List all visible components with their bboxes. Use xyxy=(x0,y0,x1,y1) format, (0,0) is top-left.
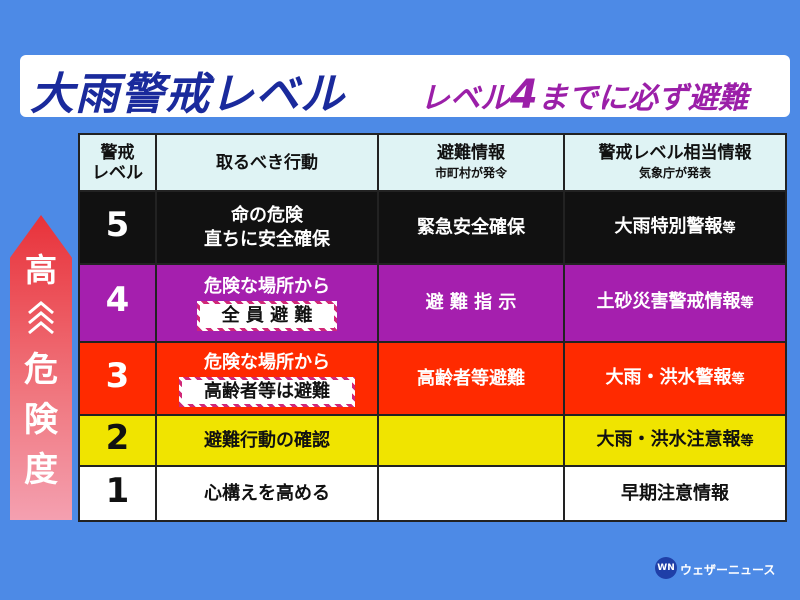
chevrons xyxy=(28,301,54,335)
weather-text: 土砂災害警戒情報 xyxy=(596,291,741,312)
logo: WN xyxy=(655,557,677,579)
subtitle-text: までに必ず避難 xyxy=(537,81,748,116)
level-row: 2 避難行動の確認 大雨・洪水注意報等 xyxy=(78,414,787,467)
side-char: 険 xyxy=(24,400,58,440)
level-row: 5 命の危険 直ちに安全確保 緊急安全確保 大雨特別警報等 xyxy=(78,190,787,265)
weather-suffix: 等 xyxy=(740,433,754,449)
level-cell: 5 xyxy=(78,190,157,265)
side-char: 危 xyxy=(24,350,58,390)
action-box-text: 高齢者等は避難 xyxy=(182,379,352,404)
weather-cell: 早期注意情報 xyxy=(563,465,787,522)
evacuation-cell xyxy=(377,465,565,522)
header-text: 警戒 xyxy=(100,142,135,163)
danger-indicator: 高 危険度 xyxy=(10,215,72,520)
level-cell: 3 xyxy=(78,341,157,416)
banner xyxy=(20,55,790,117)
header-row: 警戒 レベル 取るべき行動 避難情報市町村が発令 警戒レベル相当情報気象庁が発表 xyxy=(78,133,787,192)
action-box: 高齢者等は避難 xyxy=(179,376,355,407)
level-row: 4 危険な場所から全 員 避 難 避 難 指 示 土砂災害警戒情報等 xyxy=(78,263,787,343)
header-text: 避難情報 xyxy=(437,142,505,163)
header-cell: 避難情報市町村が発令 xyxy=(377,133,565,192)
action-text: 直ちに安全確保 xyxy=(204,228,330,250)
level-cell: 1 xyxy=(78,465,157,522)
evacuation-cell: 避 難 指 示 xyxy=(377,263,565,343)
action-text: 避難行動の確認 xyxy=(204,429,330,451)
weather-text: 大雨特別警報 xyxy=(614,215,723,237)
level-cell: 2 xyxy=(78,414,157,467)
weather-cell: 大雨・洪水警報等 xyxy=(563,341,787,416)
weather-text: 大雨・洪水注意報 xyxy=(596,428,741,450)
weather-suffix: 等 xyxy=(731,371,745,387)
level-number: 1 xyxy=(105,470,130,511)
level-number: 3 xyxy=(105,355,130,396)
header-text: 取るべき行動 xyxy=(216,152,318,173)
action-text: 命の危険 xyxy=(231,204,303,226)
action-cell: 避難行動の確認 xyxy=(155,414,379,467)
action-text: 危険な場所から xyxy=(204,276,330,297)
action-cell: 危険な場所から全 員 避 難 xyxy=(155,263,379,343)
evacuation-cell xyxy=(377,414,565,467)
level-number: 2 xyxy=(105,417,130,458)
level-number: 4 xyxy=(105,280,130,320)
brand: ウェザーニュース xyxy=(680,563,776,577)
evacuation-text: 高齢者等避難 xyxy=(417,367,525,389)
side-label: 危険度 xyxy=(10,345,72,495)
header-cell: 警戒 レベル xyxy=(78,133,157,192)
level-number: 5 xyxy=(105,204,130,245)
header-note: 気象庁が発表 xyxy=(638,165,711,180)
evacuation-cell: 緊急安全確保 xyxy=(377,190,565,265)
subtitle-number: 4 xyxy=(510,72,538,118)
level-cell: 4 xyxy=(78,263,157,343)
action-cell: 命の危険 直ちに安全確保 xyxy=(155,190,379,265)
weather-text: 早期注意情報 xyxy=(621,482,729,504)
action-cell: 心構えを高める xyxy=(155,465,379,522)
action-box: 全 員 避 難 xyxy=(196,301,338,331)
header-cell: 警戒レベル相当情報気象庁が発表 xyxy=(563,133,787,192)
level-row: 3 危険な場所から 高齢者等は避難 高齢者等避難 大雨・洪水警報等 xyxy=(78,341,787,416)
header-text: 警戒レベル相当情報 xyxy=(598,142,752,163)
evacuation-text: 緊急安全確保 xyxy=(417,216,525,238)
weather-text: 大雨・洪水警報 xyxy=(605,366,732,388)
weather-cell: 大雨・洪水注意報等 xyxy=(563,414,787,467)
header-cell: 取るべき行動 xyxy=(155,133,379,192)
weather-suffix: 等 xyxy=(740,296,754,311)
action-text: 危険な場所から xyxy=(204,351,330,373)
action-box-text: 全 員 避 難 xyxy=(199,304,335,328)
level-row: 1 心構えを高める 早期注意情報 xyxy=(78,465,787,522)
header-note: 市町村が発令 xyxy=(434,165,507,180)
weather-suffix: 等 xyxy=(722,220,736,236)
header-text: レベル xyxy=(92,162,143,183)
action-cell: 危険な場所から 高齢者等は避難 xyxy=(155,341,379,416)
subtitle: レベル4までに必ず避難 xyxy=(420,72,748,118)
side-char: 度 xyxy=(24,450,58,490)
title: 大雨警戒レベル xyxy=(30,69,345,120)
action-text: 心構えを高める xyxy=(204,482,330,504)
weather-cell: 土砂災害警戒情報等 xyxy=(563,263,787,343)
subtitle-text: レベル xyxy=(420,81,510,116)
level-table: 警戒 レベル 取るべき行動 避難情報 市町村が発令 警戒レベル相当情報 気象庁が発表 … xyxy=(78,133,787,522)
side-top: 高 xyxy=(24,251,57,289)
weather-cell: 大雨特別警報等 xyxy=(563,190,787,265)
evacuation-text: 避 難 指 示 xyxy=(425,292,517,313)
evacuation-cell: 高齢者等避難 xyxy=(377,341,565,416)
